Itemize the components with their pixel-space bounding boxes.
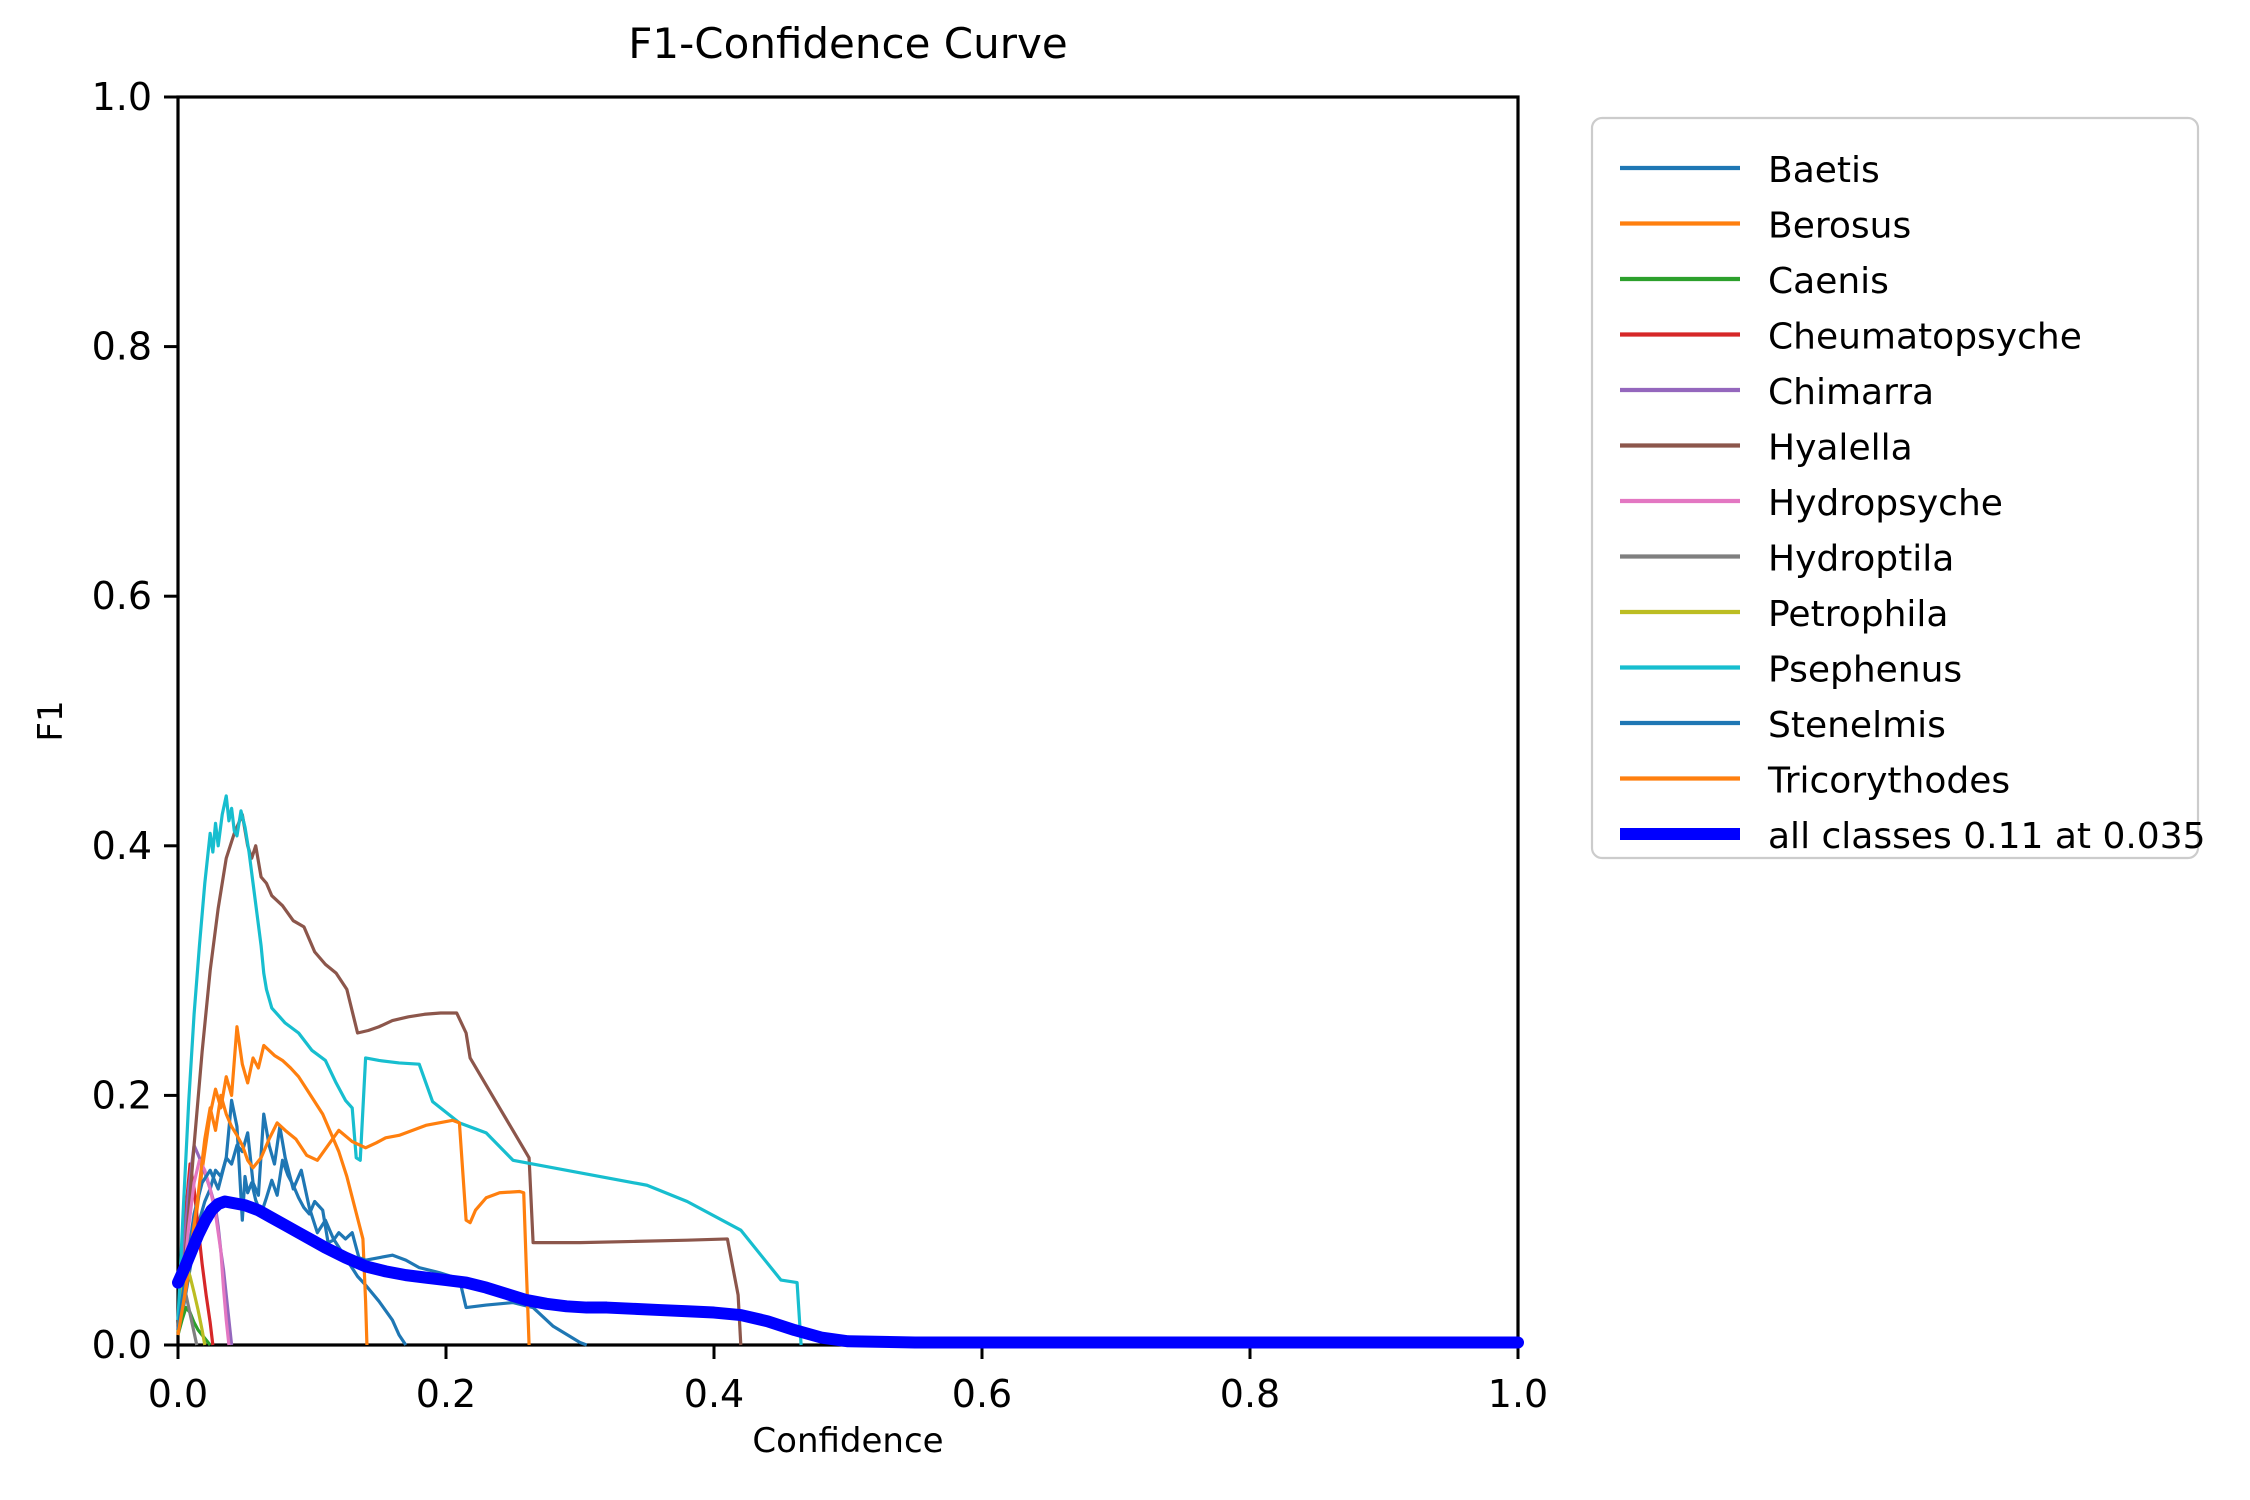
legend-label[interactable]: Caenis xyxy=(1768,261,1889,302)
legend-label[interactable]: all classes 0.11 at 0.035 xyxy=(1768,816,2206,857)
legend-items: Baetis Berosus Caenis Cheumatopsyche Chimarr… xyxy=(1620,150,2206,857)
y-tick-label: 0.2 xyxy=(92,1073,152,1117)
legend-label[interactable]: Petrophila xyxy=(1768,594,1948,635)
legend-label[interactable]: Cheumatopsyche xyxy=(1768,317,2082,358)
legend-label[interactable]: Baetis xyxy=(1768,150,1880,191)
legend-label[interactable]: Stenelmis xyxy=(1768,705,1946,746)
legend-label[interactable]: Hydroptila xyxy=(1768,539,1954,580)
x-tick-label: 0.0 xyxy=(148,1372,208,1416)
series-line-berosus xyxy=(176,1025,369,1346)
legend: Baetis Berosus Caenis Cheumatopsyche Chimarr… xyxy=(1590,116,2206,860)
legend-label[interactable]: Berosus xyxy=(1768,206,1911,247)
legend-label[interactable]: Tricorythodes xyxy=(1767,761,2010,802)
legend-label[interactable]: Psephenus xyxy=(1768,650,1962,691)
y-tick-label: 0.0 xyxy=(92,1323,152,1367)
legend-label[interactable]: Hydropsyche xyxy=(1768,483,2003,524)
x-tick-label: 0.2 xyxy=(416,1372,476,1416)
series-line-hydropsyche xyxy=(176,1158,231,1346)
y-tick-label: 1.0 xyxy=(92,75,152,119)
legend-label[interactable]: Chimarra xyxy=(1768,372,1934,413)
y-axis-ticks: 0.0 0.2 0.4 0.6 0.8 1.0 xyxy=(92,75,178,1367)
series-curves xyxy=(172,794,1524,1349)
series-line-baetis xyxy=(176,1112,408,1346)
series-line-psephenus xyxy=(176,794,803,1346)
legend-label[interactable]: Hyalella xyxy=(1768,428,1913,469)
x-axis-label: Confidence xyxy=(752,1421,943,1461)
series-line-hyalella xyxy=(176,813,743,1346)
x-tick-label: 0.8 xyxy=(1220,1372,1280,1416)
x-tick-label: 0.4 xyxy=(684,1372,744,1416)
y-tick-label: 0.8 xyxy=(92,325,152,369)
series-line-all-classes-0-11-at-0-035 xyxy=(172,1195,1524,1349)
y-tick-label: 0.4 xyxy=(92,824,152,868)
x-tick-label: 0.6 xyxy=(952,1372,1012,1416)
x-tick-label: 1.0 xyxy=(1488,1372,1548,1416)
chart-title: F1-Confidence Curve xyxy=(628,19,1067,68)
y-axis-label: F1 xyxy=(31,700,71,741)
y-tick-label: 0.6 xyxy=(92,574,152,618)
series-line-tricorythodes xyxy=(176,1093,531,1346)
x-axis-ticks: 0.0 0.2 0.4 0.6 0.8 1.0 xyxy=(148,1345,1548,1416)
legend-box xyxy=(1590,116,2200,860)
